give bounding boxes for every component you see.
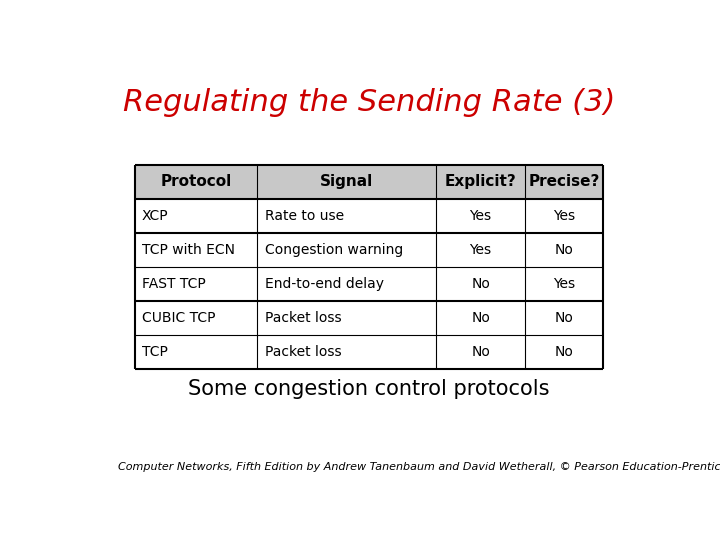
Text: No: No (471, 345, 490, 359)
Bar (526, 199, 603, 233)
Bar (436, 165, 526, 199)
Bar (135, 301, 258, 335)
Bar (135, 267, 258, 301)
Text: Yes: Yes (553, 209, 575, 222)
Text: Packet loss: Packet loss (265, 311, 341, 325)
Bar (135, 233, 258, 267)
Text: No: No (555, 243, 574, 257)
Bar (436, 233, 526, 267)
Bar (526, 301, 603, 335)
Text: No: No (555, 311, 574, 325)
Text: Computer Networks, Fifth Edition by Andrew Tanenbaum and David Wetherall, © Pear: Computer Networks, Fifth Edition by Andr… (118, 462, 720, 472)
Text: No: No (471, 277, 490, 291)
Text: Protocol: Protocol (161, 174, 232, 189)
Text: TCP with ECN: TCP with ECN (142, 243, 235, 257)
Bar (258, 165, 436, 199)
Bar (258, 199, 436, 233)
Text: TCP: TCP (142, 345, 168, 359)
Text: Yes: Yes (469, 243, 492, 257)
Text: Yes: Yes (469, 209, 492, 222)
Text: No: No (471, 311, 490, 325)
Bar (526, 233, 603, 267)
Bar (436, 301, 526, 335)
Text: No: No (555, 345, 574, 359)
Text: Congestion warning: Congestion warning (265, 243, 403, 257)
Text: Packet loss: Packet loss (265, 345, 341, 359)
Text: FAST TCP: FAST TCP (142, 277, 206, 291)
Text: Signal: Signal (320, 174, 373, 189)
Text: XCP: XCP (142, 209, 168, 222)
Text: Rate to use: Rate to use (265, 209, 343, 222)
Bar (258, 267, 436, 301)
Bar (258, 233, 436, 267)
Bar (526, 267, 603, 301)
Text: CUBIC TCP: CUBIC TCP (142, 311, 215, 325)
Text: End-to-end delay: End-to-end delay (265, 277, 384, 291)
Bar (436, 267, 526, 301)
Text: Precise?: Precise? (528, 174, 600, 189)
Bar (526, 335, 603, 369)
Bar (135, 199, 258, 233)
Text: Yes: Yes (553, 277, 575, 291)
Bar (135, 165, 258, 199)
Text: Some congestion control protocols: Some congestion control protocols (188, 379, 550, 399)
Text: Regulating the Sending Rate (3): Regulating the Sending Rate (3) (123, 87, 615, 117)
Bar (526, 165, 603, 199)
Bar (436, 335, 526, 369)
Bar (135, 335, 258, 369)
Text: Explicit?: Explicit? (445, 174, 516, 189)
Bar (436, 199, 526, 233)
Bar (258, 335, 436, 369)
Bar (258, 301, 436, 335)
